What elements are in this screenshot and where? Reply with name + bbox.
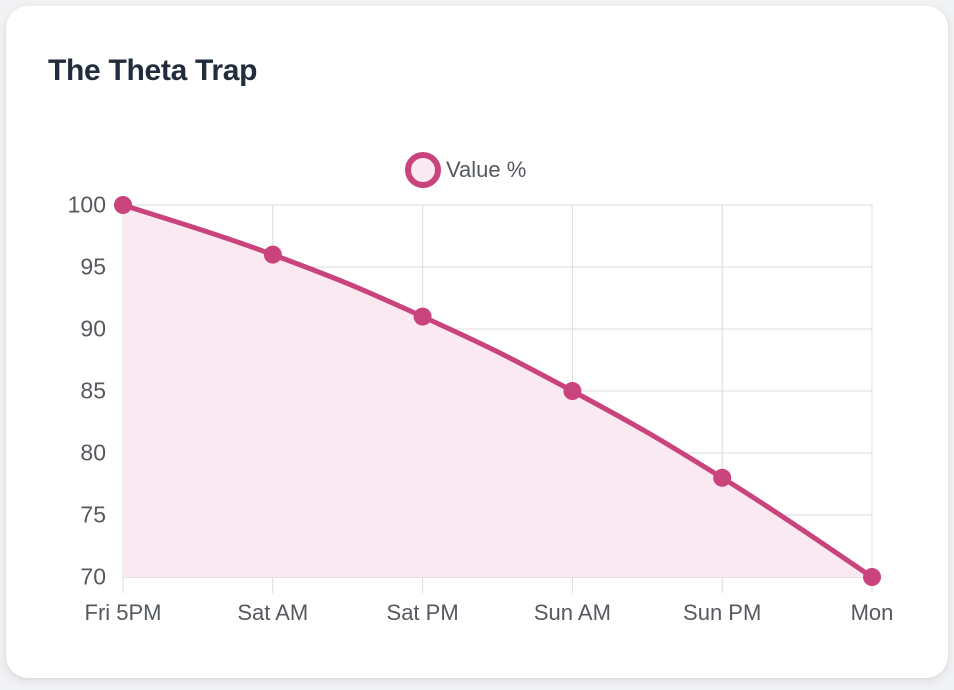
data-point-marker[interactable]	[114, 196, 132, 214]
chart-data-points	[114, 196, 881, 586]
x-axis-tick-label: Sat PM	[386, 600, 459, 625]
chart-legend: Value %	[405, 152, 526, 188]
data-point-marker[interactable]	[863, 568, 881, 586]
data-point-marker[interactable]	[563, 382, 582, 400]
y-axis-tick-label: 90	[80, 315, 106, 342]
x-axis-tick-label: Fri 5PM	[84, 600, 162, 625]
circle-ring-icon	[405, 152, 441, 188]
chart-card: The Theta Trap Value % 70 75 80 85 90 95 100 F…	[6, 6, 948, 678]
legend-item-label: Value %	[446, 157, 527, 182]
y-axis-tick-label: 75	[80, 501, 106, 528]
x-axis-tick-label: Mon	[850, 600, 894, 625]
line-area-chart	[114, 196, 881, 593]
y-axis-tick-label: 95	[80, 253, 106, 280]
y-axis-tick-label: 85	[80, 377, 106, 404]
x-axis-tick-label: Sat AM	[237, 600, 309, 625]
data-point-marker[interactable]	[413, 307, 432, 326]
y-axis-tick-label: 100	[67, 191, 106, 218]
y-axis-tick-label: 80	[80, 439, 106, 466]
y-axis-tick-label: 70	[80, 563, 106, 590]
x-axis-tick-label: Sun PM	[683, 600, 762, 625]
page-title: The Theta Trap	[48, 54, 258, 87]
data-point-marker[interactable]	[263, 245, 282, 264]
chart-area-fill	[123, 205, 872, 577]
x-axis-tick-label: Sun AM	[533, 600, 611, 625]
chart-line	[120, 202, 875, 580]
data-point-marker[interactable]	[713, 468, 732, 487]
